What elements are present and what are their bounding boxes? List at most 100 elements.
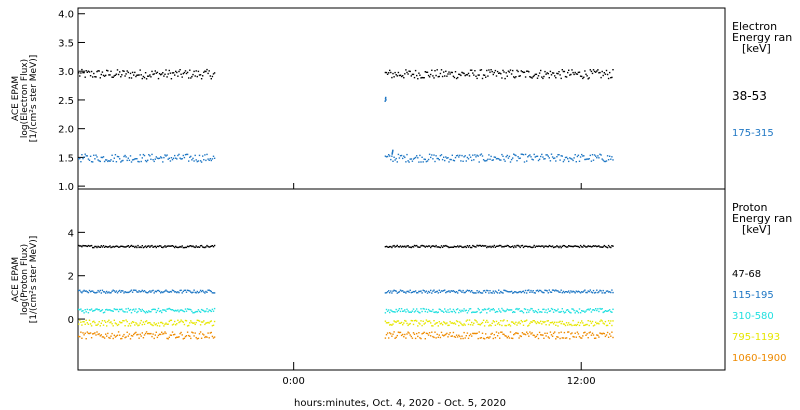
electron-point-175-315 <box>452 159 455 161</box>
proton-point-115-195 <box>156 289 159 292</box>
proton-point-115-195 <box>130 289 133 291</box>
proton-point-310-580 <box>430 310 432 312</box>
proton-point-795-1193 <box>182 321 184 323</box>
electron-ylabel-line: [1/(cm²s ster MeV)] <box>29 55 39 142</box>
electron-point-38-53 <box>390 71 392 74</box>
proton-point-1060-1900 <box>477 337 479 340</box>
proton-point-115-195 <box>471 290 473 292</box>
proton-point-310-580 <box>523 308 526 310</box>
proton-point-47-68 <box>413 244 416 247</box>
proton-point-795-1193 <box>519 322 521 325</box>
proton-point-1060-1900 <box>80 331 82 333</box>
proton-point-310-580 <box>479 312 481 314</box>
proton-point-47-68 <box>110 246 112 249</box>
proton-point-310-580 <box>407 310 409 312</box>
electron-point-175-315 <box>514 154 516 156</box>
proton-point-310-580 <box>607 309 610 312</box>
electron-point-175-315 <box>477 155 479 157</box>
electron-point-38-53 <box>476 77 478 80</box>
proton-point-47-68 <box>93 246 95 249</box>
proton-point-1060-1900 <box>597 334 599 337</box>
proton-point-310-580 <box>143 311 146 313</box>
electron-point-175-315 <box>158 157 161 159</box>
electron-point-175-315 <box>197 160 200 162</box>
proton-point-795-1193 <box>191 321 193 324</box>
proton-point-1060-1900 <box>487 336 489 338</box>
proton-point-47-68 <box>561 245 563 248</box>
electron-point-38-53 <box>168 69 170 72</box>
proton-point-115-195 <box>141 289 143 292</box>
proton-point-795-1193 <box>195 321 197 324</box>
electron-point-38-53 <box>133 74 135 76</box>
proton-point-1060-1900 <box>202 333 204 335</box>
proton-point-1060-1900 <box>565 337 568 339</box>
proton-point-795-1193 <box>575 324 577 327</box>
electron-point-175-315 <box>152 159 154 161</box>
proton-point-47-68 <box>532 246 534 248</box>
proton-point-47-68 <box>548 244 550 247</box>
proton-point-1060-1900 <box>474 332 476 335</box>
electron-point-38-53 <box>212 73 215 75</box>
proton-point-795-1193 <box>503 319 505 321</box>
electron-point-38-53 <box>184 70 187 72</box>
proton-point-795-1193 <box>139 322 141 324</box>
electron-point-175-315 <box>500 159 502 161</box>
proton-point-115-195 <box>417 292 419 294</box>
proton-point-310-580 <box>395 308 397 311</box>
proton-point-310-580 <box>583 310 585 312</box>
proton-point-1060-1900 <box>207 332 209 334</box>
proton-point-310-580 <box>188 308 190 311</box>
electron-outlier-point <box>391 152 394 154</box>
proton-point-795-1193 <box>592 325 595 327</box>
proton-point-115-195 <box>585 291 587 294</box>
electron-point-38-53 <box>546 72 548 74</box>
electron-ytick-label: 3.5 <box>58 38 74 49</box>
proton-point-115-195 <box>500 290 502 293</box>
proton-point-115-195 <box>412 290 415 293</box>
proton-point-115-195 <box>599 289 601 292</box>
proton-point-1060-1900 <box>152 333 154 335</box>
electron-point-175-315 <box>609 155 611 157</box>
electron-point-38-53 <box>183 71 186 74</box>
electron-point-38-53 <box>527 70 529 72</box>
proton-point-795-1193 <box>149 322 151 324</box>
x-tick-label: 0:00 <box>282 376 304 387</box>
proton-point-47-68 <box>486 246 488 249</box>
proton-point-47-68 <box>515 246 517 248</box>
proton-point-47-68 <box>430 246 432 249</box>
proton-point-47-68 <box>464 245 466 248</box>
proton-point-310-580 <box>148 310 150 312</box>
proton-point-795-1193 <box>80 321 82 323</box>
proton-point-115-195 <box>420 290 422 292</box>
proton-point-47-68 <box>598 245 600 247</box>
proton-point-47-68 <box>599 246 601 248</box>
proton-point-1060-1900 <box>205 335 207 338</box>
electron-point-38-53 <box>176 71 178 74</box>
electron-point-175-315 <box>175 157 177 159</box>
proton-point-310-580 <box>87 312 90 314</box>
proton-point-795-1193 <box>489 324 491 326</box>
electron-point-175-315 <box>427 158 430 161</box>
proton-point-115-195 <box>522 290 525 292</box>
proton-point-795-1193 <box>548 324 550 326</box>
proton-point-1060-1900 <box>486 337 488 339</box>
proton-point-115-195 <box>604 292 607 294</box>
proton-point-1060-1900 <box>149 333 151 335</box>
electron-point-175-315 <box>176 158 178 160</box>
electron-point-175-315 <box>490 155 492 158</box>
electron-point-38-53 <box>607 77 610 80</box>
proton-point-115-195 <box>133 289 135 291</box>
proton-point-795-1193 <box>463 323 465 325</box>
proton-point-115-195 <box>192 291 194 293</box>
proton-point-1060-1900 <box>142 337 145 339</box>
electron-point-175-315 <box>446 157 448 159</box>
proton-point-795-1193 <box>211 325 214 327</box>
proton-point-310-580 <box>119 308 121 311</box>
proton-point-310-580 <box>170 309 173 311</box>
proton-point-795-1193 <box>457 320 459 323</box>
electron-point-175-315 <box>559 159 561 161</box>
proton-point-795-1193 <box>474 319 476 321</box>
proton-point-115-195 <box>469 291 472 293</box>
proton-point-115-195 <box>166 290 168 292</box>
proton-point-115-195 <box>506 290 508 293</box>
